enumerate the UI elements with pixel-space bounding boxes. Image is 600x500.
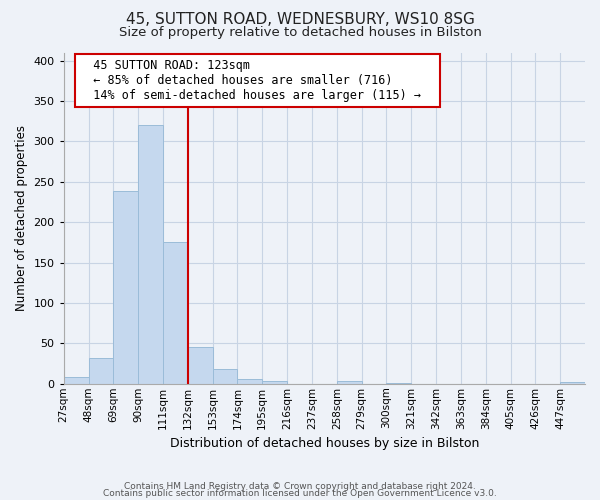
Bar	[212, 369, 238, 384]
Bar	[337, 382, 362, 384]
Bar	[262, 382, 287, 384]
Text: 45 SUTTON ROAD: 123sqm
  ← 85% of detached houses are smaller (716)
  14% of sem: 45 SUTTON ROAD: 123sqm ← 85% of detached…	[79, 59, 436, 102]
Bar	[64, 378, 89, 384]
Bar	[188, 348, 212, 384]
Bar	[386, 383, 411, 384]
Text: Contains HM Land Registry data © Crown copyright and database right 2024.: Contains HM Land Registry data © Crown c…	[124, 482, 476, 491]
Bar	[113, 192, 138, 384]
Bar	[89, 358, 113, 384]
Text: Contains public sector information licensed under the Open Government Licence v3: Contains public sector information licen…	[103, 490, 497, 498]
Bar	[238, 379, 262, 384]
Text: Size of property relative to detached houses in Bilston: Size of property relative to detached ho…	[119, 26, 481, 39]
Text: 45, SUTTON ROAD, WEDNESBURY, WS10 8SG: 45, SUTTON ROAD, WEDNESBURY, WS10 8SG	[125, 12, 475, 28]
Y-axis label: Number of detached properties: Number of detached properties	[15, 125, 28, 311]
Bar	[138, 125, 163, 384]
X-axis label: Distribution of detached houses by size in Bilston: Distribution of detached houses by size …	[170, 437, 479, 450]
Bar	[560, 382, 585, 384]
Bar	[163, 242, 188, 384]
